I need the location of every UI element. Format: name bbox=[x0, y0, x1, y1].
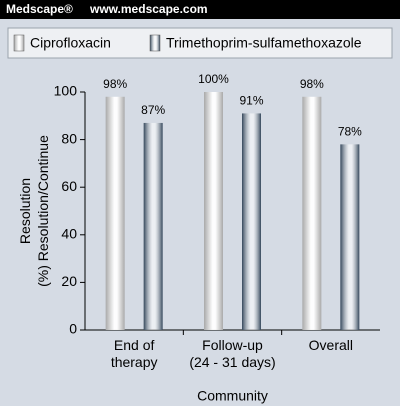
legend-label: Trimethoprim-sulfamethoxazole bbox=[166, 35, 362, 51]
header-bar bbox=[0, 0, 400, 19]
x-tick-label: Follow-up (24 - 31 days) bbox=[189, 337, 275, 370]
value-label: 100% bbox=[198, 72, 229, 86]
value-label: 78% bbox=[338, 125, 362, 139]
x-tick-label: Overall bbox=[309, 337, 353, 353]
bar bbox=[204, 92, 223, 330]
y-tick-label: 100 bbox=[54, 83, 78, 99]
legend-swatch bbox=[149, 34, 161, 52]
y-tick-label: 20 bbox=[61, 273, 77, 289]
value-label: 98% bbox=[103, 77, 127, 91]
value-label: 98% bbox=[300, 77, 324, 91]
y-tick-label: 60 bbox=[61, 178, 77, 194]
y-tick-label: 0 bbox=[69, 321, 77, 337]
bar bbox=[302, 96, 322, 330]
bar bbox=[242, 113, 261, 330]
value-label: 87% bbox=[141, 103, 165, 117]
y-axis-label: Resolution (%) Resolution/Continue bbox=[17, 135, 51, 287]
legend bbox=[7, 27, 393, 59]
legend-swatch bbox=[13, 34, 25, 52]
y-tick-label: 40 bbox=[61, 226, 77, 242]
x-tick-label: End of therapy bbox=[111, 337, 158, 370]
legend-label: Ciprofloxacin bbox=[30, 35, 111, 51]
bar bbox=[340, 144, 360, 330]
bar bbox=[105, 96, 125, 330]
url: www.medscape.com bbox=[89, 2, 208, 16]
y-tick-label: 80 bbox=[61, 130, 77, 146]
bar bbox=[143, 122, 163, 330]
brand: Medscape® bbox=[6, 2, 73, 16]
value-label: 91% bbox=[239, 94, 263, 108]
x-axis-label: Community bbox=[197, 388, 268, 404]
